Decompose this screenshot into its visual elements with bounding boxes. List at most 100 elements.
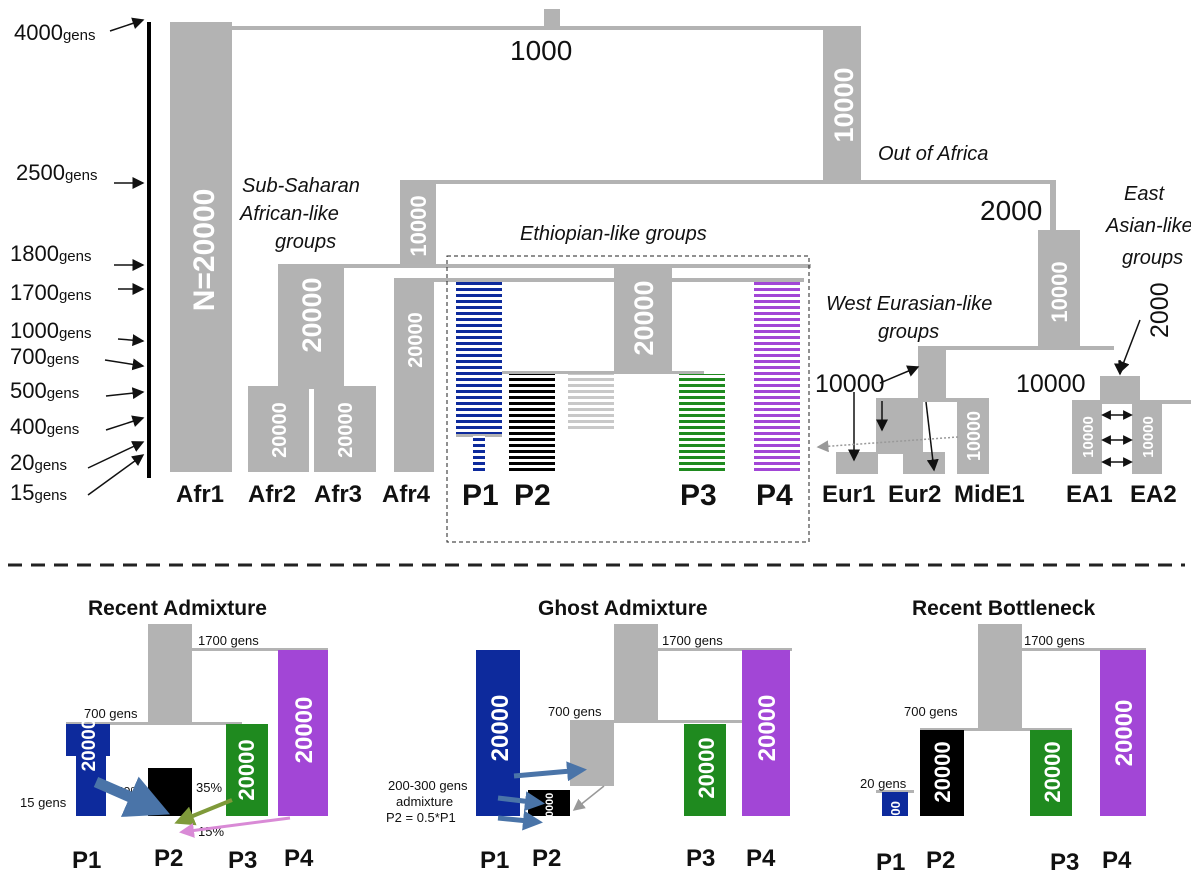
ea-migration-arrows <box>1101 410 1133 467</box>
svg-text:admixture: admixture <box>396 794 453 809</box>
ssa-label-2: African-like <box>239 203 339 225</box>
p3-bar-admix <box>226 724 268 816</box>
afr-split-size: 20000 <box>297 277 327 352</box>
p4-bar-ghost <box>742 650 790 816</box>
svg-text:P3: P3 <box>686 845 715 872</box>
admix-arrow-p3 <box>174 798 233 826</box>
ghost-bar <box>568 374 614 430</box>
root-size: 1000 <box>510 35 572 66</box>
ssa-label-1: Sub-Saharan <box>242 175 360 197</box>
svg-text:700 gens: 700 gens <box>548 704 602 719</box>
afr2-bar <box>248 386 309 472</box>
ea2-bar <box>1132 400 1162 474</box>
ea1-size: 10000 <box>1080 416 1097 458</box>
ea-label-2: Asian-like <box>1105 215 1191 237</box>
tick-500: 500gens <box>10 378 79 403</box>
eth-populations <box>446 255 810 543</box>
tick-1700: 1700gens <box>10 280 91 305</box>
root-branch <box>544 9 560 28</box>
svg-text:1700 gens: 1700 gens <box>1024 633 1085 648</box>
p1-bar-ghost <box>476 650 520 816</box>
p3-bar-ghost <box>684 724 726 816</box>
svg-text:1700 gens: 1700 gens <box>198 633 259 648</box>
svg-text:P1: P1 <box>876 849 905 876</box>
svg-text:20000: 20000 <box>487 695 514 762</box>
tick-2500: 2500gens <box>16 160 97 185</box>
svg-text:P2 = 0.5*P1: P2 = 0.5*P1 <box>386 810 456 825</box>
svg-text:20000: 20000 <box>291 697 318 764</box>
svg-text:1700 gens: 1700 gens <box>662 633 723 648</box>
ea-node-size: 10000 <box>1016 370 1086 398</box>
svg-text:P4: P4 <box>1102 847 1132 874</box>
pop-mide1: MidE1 <box>954 481 1025 508</box>
pop-afr4: Afr4 <box>382 481 431 508</box>
svg-text:20000: 20000 <box>1040 741 1065 802</box>
p4-bar <box>754 282 800 474</box>
tick-20: 20gens <box>10 450 67 475</box>
svg-text:700 gens: 700 gens <box>84 706 138 721</box>
ea2-size: 10000 <box>1140 416 1157 458</box>
p1-bottleneck-bar <box>473 436 485 474</box>
svg-text:20000: 20000 <box>1111 700 1138 767</box>
svg-text:20000: 20000 <box>234 739 259 800</box>
afr4-size: 20000 <box>405 312 427 368</box>
panel-recent-admixture: Recent Admixture 20000 20000 20000 1700 … <box>20 597 328 874</box>
svg-text:200: 200 <box>888 801 903 823</box>
eur1-bar <box>836 452 878 474</box>
pop-eur2: Eur2 <box>888 481 941 508</box>
panel-ghost-admixture: Ghost Admixture 20000 20000 20000 20000 … <box>386 597 792 874</box>
ea-label-1: East <box>1124 183 1165 205</box>
midE-migration-arrow <box>816 436 959 453</box>
p3-bar <box>679 374 725 474</box>
ooa-size: 10000 <box>829 67 859 142</box>
svg-text:20000: 20000 <box>79 719 100 772</box>
p1-ancestral-bar <box>456 282 502 436</box>
afr2-size: 20000 <box>269 402 291 458</box>
ssa-branch <box>400 182 436 267</box>
eur2-bar <box>903 452 945 474</box>
svg-text:P1: P1 <box>72 847 101 874</box>
eth-box <box>446 255 810 543</box>
svg-text:P1: P1 <box>480 847 509 874</box>
panel2-title: Ghost Admixture <box>538 597 708 620</box>
ea-sub-size: 2000 <box>1146 282 1174 338</box>
p4-bar-admix <box>278 650 328 816</box>
pop-p1: P1 <box>462 479 499 512</box>
pop-eur1: Eur1 <box>822 481 875 508</box>
pop-p4: P4 <box>756 479 793 512</box>
pop-afr2: Afr2 <box>248 481 296 508</box>
svg-text:P2: P2 <box>926 847 955 874</box>
time-axis: 4000gens 2500gens 1800gens 1700gens 1000… <box>10 17 151 505</box>
eth-size: 20000 <box>629 280 659 355</box>
panel-recent-bottleneck: Recent Bottleneck 200 20000 20000 20000 … <box>860 597 1146 876</box>
pop-afr1: Afr1 <box>176 481 224 508</box>
we-arrows <box>848 319 1141 472</box>
svg-text:20000: 20000 <box>694 737 719 798</box>
ooa-branch <box>823 26 861 182</box>
tick-4000: 4000gens <box>14 20 95 45</box>
p2-bar-bottleneck <box>920 730 964 816</box>
svg-text:20000: 20000 <box>930 741 955 802</box>
afr3-size: 20000 <box>335 402 357 458</box>
tick-700: 700gens <box>10 344 79 369</box>
ea-branch-size: 10000 <box>1047 261 1072 322</box>
pop-p3: P3 <box>680 479 717 512</box>
svg-text:200-300 gens: 200-300 gens <box>388 778 468 793</box>
we-label-1: West Eurasian-like <box>826 293 992 315</box>
pop-p2: P2 <box>514 479 551 512</box>
mide1-size: 10000 <box>964 411 984 461</box>
ooa-label: Out of Africa <box>878 143 988 165</box>
afr1-bar <box>170 22 232 472</box>
afr4-bar <box>394 280 434 472</box>
svg-text:700 gens: 700 gens <box>904 704 958 719</box>
afr3-bar <box>314 386 376 472</box>
tick-1800: 1800gens <box>10 241 91 266</box>
panel3-title: Recent Bottleneck <box>912 597 1096 620</box>
we-node-size: 10000 <box>815 370 885 398</box>
ghost-bar-panel <box>570 722 614 786</box>
tick-15: 15gens <box>10 480 67 505</box>
ssa-label-3: groups <box>275 231 336 253</box>
mide1-bar <box>957 398 989 474</box>
eth-branch <box>614 264 672 374</box>
